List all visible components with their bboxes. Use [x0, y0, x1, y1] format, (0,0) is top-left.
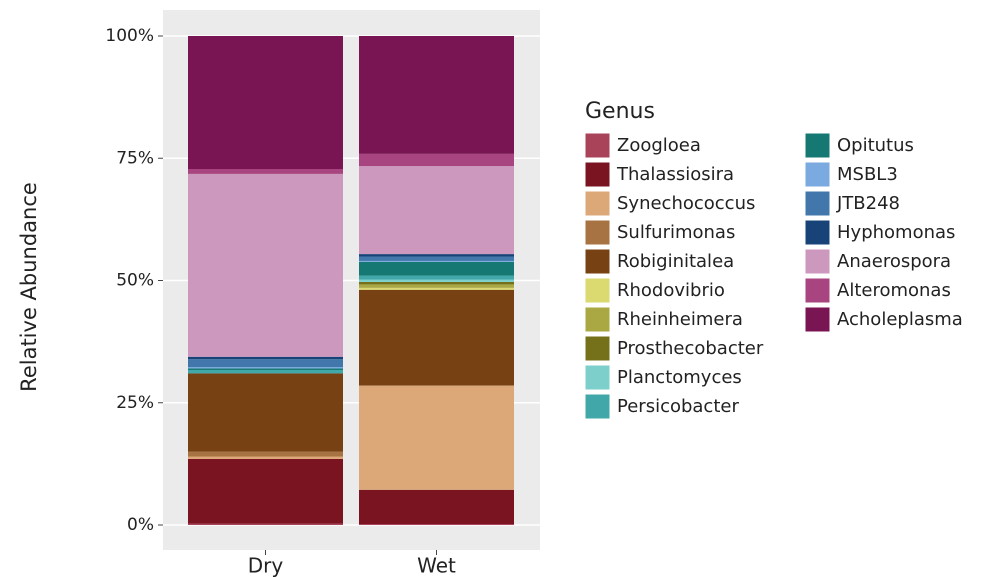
bar-segment	[188, 36, 343, 170]
legend-swatch	[804, 161, 831, 188]
legend-label: MSBL3	[837, 164, 898, 185]
legend-label: Rheinheimera	[617, 309, 743, 330]
legend-label: Planctomyces	[617, 367, 742, 388]
bar-segment	[188, 523, 343, 525]
bar-segment	[188, 356, 343, 360]
legend-swatch	[584, 161, 611, 188]
legend-swatch	[804, 132, 831, 159]
legend-swatch	[804, 219, 831, 246]
bar-segment	[359, 287, 514, 290]
y-tick-label: 25%	[116, 393, 154, 413]
legend-swatch	[804, 248, 831, 275]
bar-segment	[188, 458, 343, 524]
bar-segment	[188, 359, 343, 368]
bar-segment	[359, 386, 514, 490]
x-tick-label: Dry	[248, 554, 284, 577]
bar-segment	[359, 489, 514, 525]
legend-swatch	[584, 277, 611, 304]
legend-label: Rhodovibrio	[617, 280, 725, 301]
bar-segment	[359, 385, 514, 387]
bar-segment	[359, 260, 514, 262]
legend-label: Prosthecobacter	[617, 338, 764, 359]
bar-segment	[359, 284, 514, 288]
bar-segment	[188, 373, 343, 452]
legend-label: Robiginitalea	[617, 251, 734, 272]
bar-segment	[188, 367, 343, 369]
y-tick-label: 75%	[116, 148, 154, 168]
y-tick-label: 50%	[116, 271, 154, 291]
bar-segment	[188, 456, 343, 459]
bar-segment	[359, 289, 514, 386]
legend-swatch	[584, 132, 611, 159]
x-tick-label: Wet	[417, 554, 456, 577]
bar-segment	[188, 369, 343, 374]
legend-title: Genus	[585, 99, 655, 124]
bar-segment	[359, 275, 514, 280]
legend-label: Hyphomonas	[837, 222, 955, 243]
legend-label: Acholeplasma	[837, 309, 963, 330]
legend-swatch	[804, 306, 831, 333]
legend-label: Sulfurimonas	[617, 222, 735, 243]
legend-label: Synechococcus	[617, 193, 755, 214]
legend-swatch	[584, 219, 611, 246]
legend-swatch	[804, 277, 831, 304]
bar-segment	[359, 153, 514, 167]
legend-swatch	[584, 364, 611, 391]
y-tick-label: 100%	[105, 26, 154, 46]
bar-segment	[359, 254, 514, 257]
bar-segment	[359, 36, 514, 154]
y-axis-label: Relative Abundance	[17, 182, 41, 392]
bar-segment	[359, 166, 514, 255]
legend-label: Alteromonas	[837, 280, 951, 301]
legend-label: Thalassiosira	[616, 164, 734, 185]
legend-swatch	[584, 248, 611, 275]
bar-segment	[359, 256, 514, 261]
legend-label: Anaerospora	[837, 251, 951, 272]
legend-swatch	[804, 190, 831, 217]
legend-label: Zoogloea	[617, 135, 701, 156]
bar-segment	[359, 524, 514, 525]
bar-segment	[188, 173, 343, 357]
legend-label: Persicobacter	[617, 396, 739, 417]
bar-segment	[188, 368, 343, 370]
bar-segment	[188, 169, 343, 174]
bar-segment	[359, 281, 514, 285]
legend-swatch	[584, 306, 611, 333]
bar-segment	[359, 279, 514, 282]
legend-swatch	[584, 190, 611, 217]
legend-label: Opitutus	[837, 135, 914, 156]
bar-segment	[359, 261, 514, 276]
legend-swatch	[584, 393, 611, 420]
legend-label: JTB248	[836, 193, 900, 214]
y-tick-label: 0%	[127, 515, 154, 535]
legend-swatch	[584, 335, 611, 362]
bar-segment	[188, 451, 343, 457]
